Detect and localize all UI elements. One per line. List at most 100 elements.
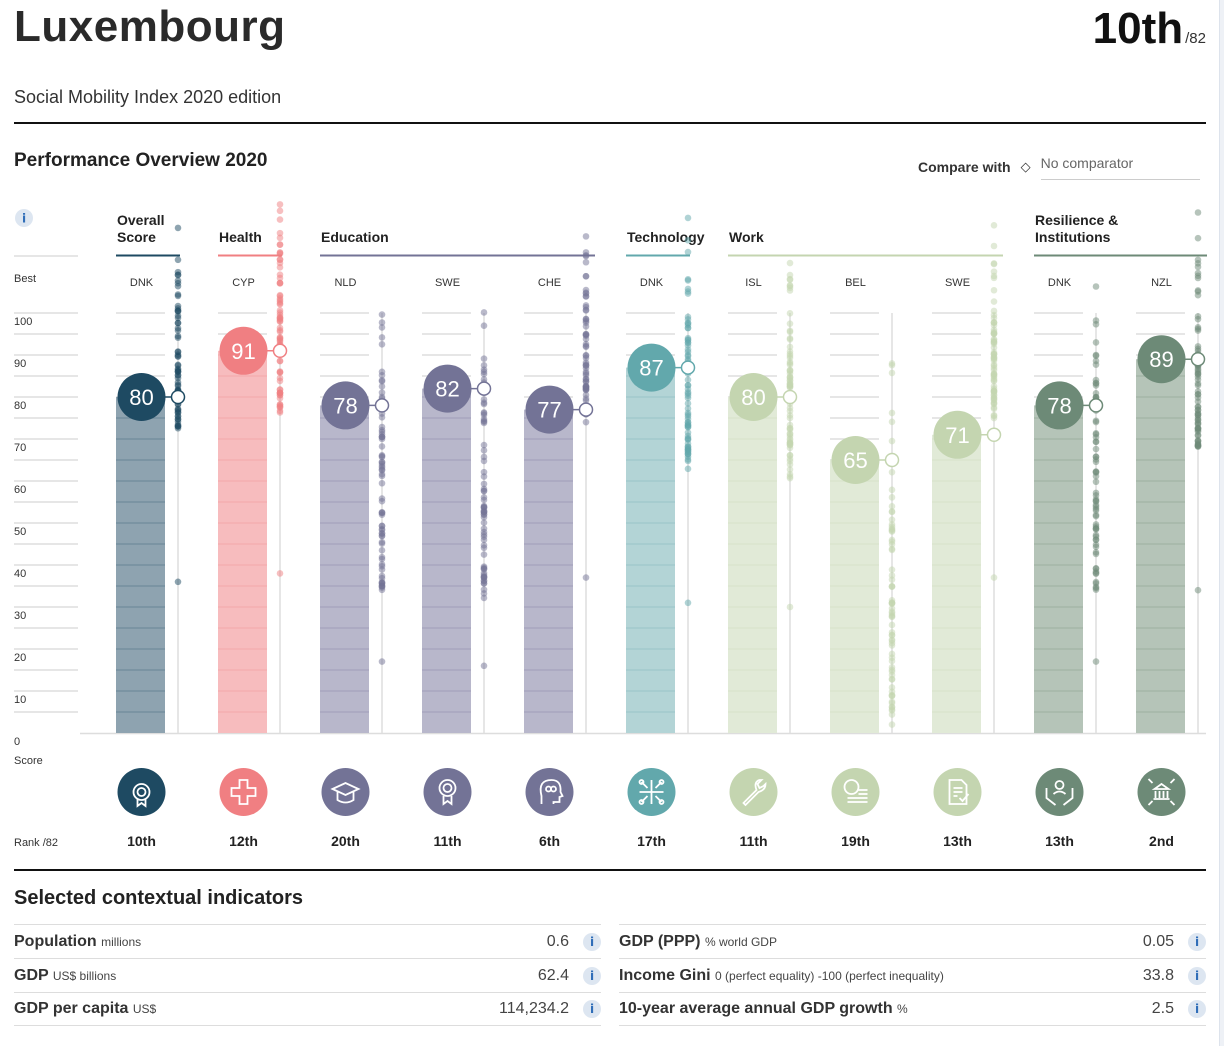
country-dot bbox=[582, 370, 590, 377]
country-dot bbox=[888, 437, 896, 445]
score-marker bbox=[476, 381, 492, 396]
country-dot bbox=[786, 414, 794, 422]
country-dot bbox=[684, 429, 692, 436]
country-dot bbox=[1194, 291, 1202, 299]
circuit-icon-glyph bbox=[638, 779, 665, 805]
pillar-rank: 10th bbox=[127, 833, 156, 849]
group-label: Institutions bbox=[1035, 229, 1111, 245]
country-dot bbox=[1092, 357, 1100, 365]
country-dot bbox=[888, 521, 896, 528]
country-dot bbox=[684, 351, 692, 359]
context-unit: % bbox=[897, 1002, 908, 1016]
context-row: GDP (PPP) % world GDP 0.05 i bbox=[619, 924, 1206, 958]
country-dot bbox=[480, 355, 488, 362]
score-value: 89 bbox=[1149, 347, 1173, 372]
country-dot bbox=[480, 502, 488, 510]
country-dot bbox=[582, 335, 590, 343]
context-unit: % world GDP bbox=[704, 934, 777, 949]
country-dot bbox=[480, 457, 488, 465]
info-icon[interactable]: i bbox=[583, 1000, 601, 1018]
country-dot bbox=[684, 236, 692, 244]
country-dot bbox=[1194, 313, 1202, 320]
country-dot bbox=[480, 565, 488, 573]
country-dot bbox=[1194, 419, 1202, 426]
country-dot bbox=[1092, 507, 1100, 514]
country-dot bbox=[888, 503, 896, 510]
country-dot bbox=[378, 428, 386, 436]
country-dot bbox=[888, 706, 896, 713]
country-dot bbox=[378, 324, 386, 331]
country-dot bbox=[888, 538, 896, 545]
country-dot bbox=[378, 561, 386, 568]
country-dot bbox=[378, 319, 386, 326]
country-dot bbox=[582, 376, 590, 383]
info-icon[interactable]: i bbox=[583, 966, 601, 985]
country-dot bbox=[1194, 209, 1202, 216]
pillar-rank: 17th bbox=[637, 833, 666, 849]
country-dot bbox=[276, 241, 284, 248]
info-icon[interactable]: i bbox=[1188, 966, 1206, 985]
country-dot bbox=[480, 544, 488, 552]
country-dot bbox=[684, 599, 692, 607]
country-dot bbox=[480, 586, 488, 593]
context-unit: millions bbox=[101, 934, 142, 949]
score-value: 80 bbox=[741, 385, 765, 410]
context-value: 62.4 bbox=[537, 966, 569, 984]
country-dot bbox=[276, 307, 284, 314]
country-dot bbox=[1092, 550, 1100, 558]
score-bar bbox=[626, 367, 675, 733]
info-icon[interactable]: i bbox=[1188, 1000, 1206, 1018]
country-dot bbox=[888, 666, 896, 674]
country-dot bbox=[378, 547, 386, 554]
country-dot bbox=[480, 533, 488, 541]
country-dot bbox=[1194, 269, 1202, 277]
country-dot bbox=[888, 566, 896, 573]
context-row: GDP per capita US$ 114,234.2 i bbox=[14, 992, 601, 1026]
country-dot bbox=[378, 509, 386, 516]
country-dot bbox=[1092, 283, 1100, 290]
score-marker bbox=[986, 427, 1002, 443]
info-icon[interactable]: i bbox=[583, 932, 601, 951]
info-icon[interactable]: i bbox=[1188, 932, 1206, 951]
score-bubble bbox=[729, 373, 778, 421]
country-dot bbox=[786, 473, 794, 480]
country-dot bbox=[1194, 287, 1202, 294]
country-dot bbox=[378, 472, 386, 480]
info-icon-bg bbox=[15, 209, 33, 227]
country-dot bbox=[888, 572, 896, 579]
score-marker bbox=[578, 402, 594, 417]
y-tick-label: 0 bbox=[14, 736, 20, 748]
score-bubble bbox=[831, 436, 880, 484]
country-dot bbox=[582, 258, 590, 266]
country-dot bbox=[378, 340, 386, 348]
best-country-label: DNK bbox=[1048, 277, 1072, 289]
country-dot bbox=[786, 466, 794, 473]
comparator-select[interactable]: No comparator bbox=[1040, 153, 1200, 180]
award-rosette-icon-glyph bbox=[132, 783, 151, 808]
pillar-rank: 13th bbox=[1045, 833, 1074, 849]
country-dot bbox=[276, 207, 284, 215]
context-label: 10-year average annual GDP growth bbox=[619, 1000, 893, 1017]
context-value: 33.8 bbox=[1142, 966, 1174, 984]
score-bar bbox=[830, 460, 879, 733]
scrollbar[interactable] bbox=[1219, 0, 1224, 1046]
best-country-label: SWE bbox=[435, 277, 460, 289]
country-dot bbox=[786, 407, 794, 415]
context-row: Income Gini 0 (perfect equality) -100 (p… bbox=[619, 958, 1206, 992]
country-dot bbox=[990, 351, 998, 358]
country-dot bbox=[888, 360, 896, 367]
country-dot bbox=[990, 242, 998, 250]
country-dot bbox=[990, 574, 998, 581]
country-dot bbox=[378, 458, 386, 466]
country-dot bbox=[480, 551, 488, 558]
best-country-label: SWE bbox=[945, 277, 970, 289]
country-dot bbox=[990, 286, 998, 294]
country-dot bbox=[276, 374, 284, 382]
country-dot bbox=[480, 309, 488, 316]
country-dot bbox=[480, 662, 488, 670]
context-unit: US$ bbox=[132, 1002, 157, 1016]
country-dot bbox=[582, 359, 590, 366]
country-dot bbox=[888, 516, 896, 523]
score-bubble bbox=[219, 326, 268, 375]
country-dot bbox=[480, 368, 488, 376]
